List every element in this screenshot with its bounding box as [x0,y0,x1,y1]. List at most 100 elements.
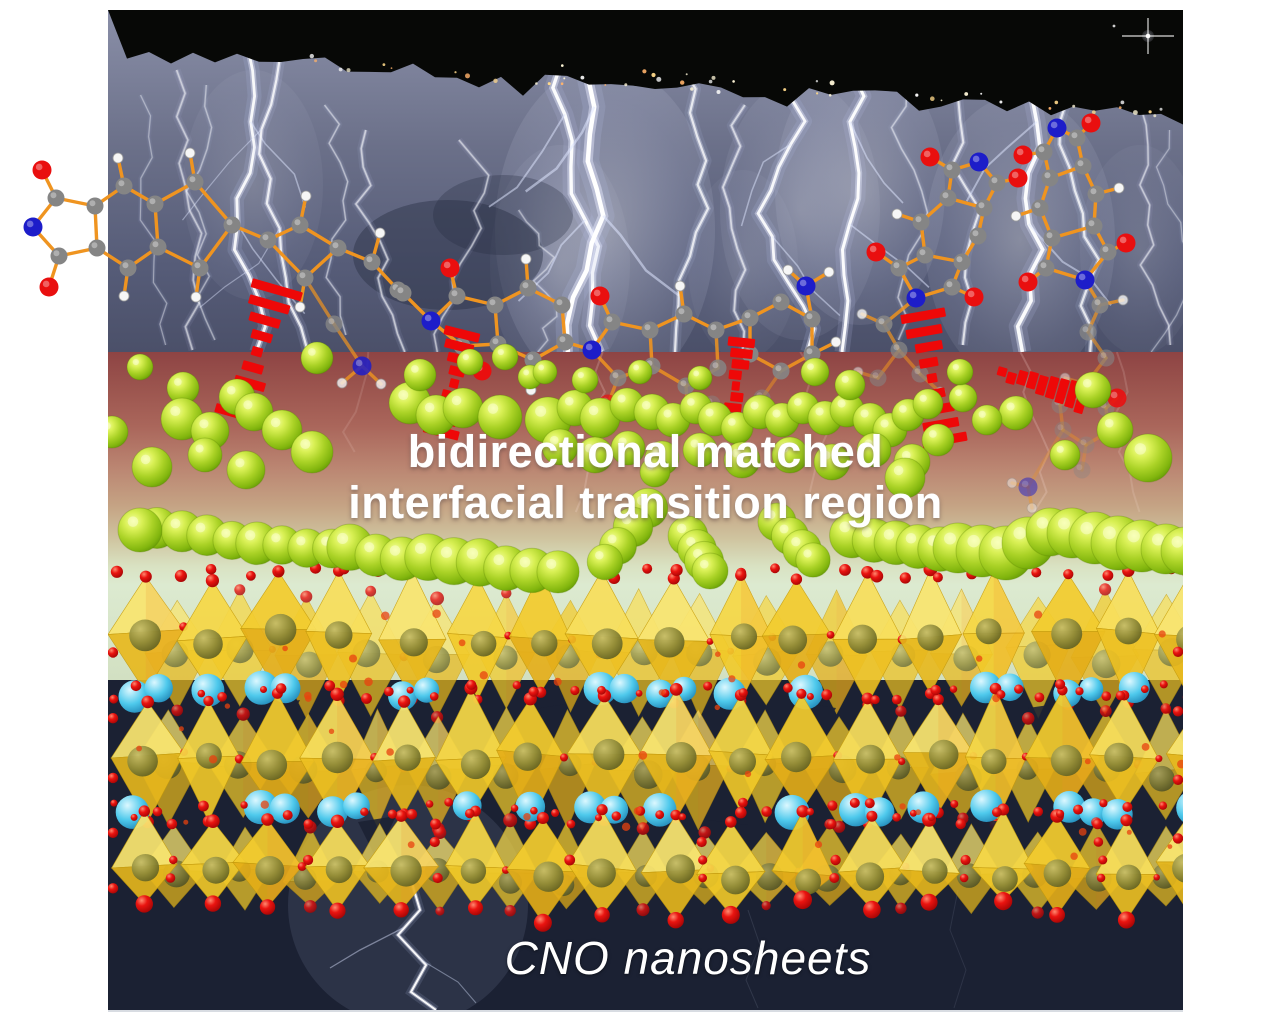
city-light [624,83,628,87]
olive-core [975,618,1002,645]
carbon-atom [1097,349,1115,367]
olive-core [586,858,616,888]
green-sphere [456,348,484,376]
city-light [732,80,735,83]
red-atom-dot [891,694,902,705]
red-atom-dot [300,590,313,603]
hydrogen-atom [782,264,794,276]
lightning-bolt [351,129,409,352]
red-atom-dot [909,809,917,817]
red-atom-dot [512,681,521,690]
city-skyline [108,10,1183,125]
green-sphere [403,358,437,392]
red-atom-dot [698,855,708,865]
city-light [642,69,647,74]
red-atom-dot [770,563,780,574]
red-atom-dot [1115,690,1126,701]
red-atom-dot [240,801,248,809]
lightning-bolt [740,72,841,352]
olive-core [855,862,885,891]
red-atom-dot [141,695,154,709]
red-atom-dot [1159,680,1168,689]
green-sphere [834,369,866,401]
nitrogen-atom [969,152,989,172]
carbon-atom [553,296,571,314]
red-atom-dot [171,704,183,717]
lightning-bolt [322,103,351,336]
green-sphere [1074,371,1112,409]
red-atom-dot [430,818,441,830]
olive-core [729,747,756,775]
red-atom-dot [932,694,944,706]
red-atom-dot [205,574,219,588]
red-atom-dot [1153,874,1160,881]
red-atom-dot [1093,837,1104,847]
red-atom-dot [698,873,707,883]
octahedron [108,570,188,699]
carbon-atom [325,315,343,333]
city-light [1118,106,1122,109]
hydrogen-atom [1117,294,1129,306]
olive-core [781,741,812,773]
red-atom-dot [721,905,740,924]
red-atom-dot [636,903,650,917]
city-light [314,59,318,63]
red-atom-dot [197,689,206,698]
red-atom-dot [796,688,807,699]
red-atom-dots [108,562,1183,894]
octahedron [240,687,315,820]
city-light [828,93,832,97]
city-light [716,90,721,94]
red-atom-dot [551,809,560,817]
octahedron [176,574,249,701]
red-atom-dot [596,804,608,816]
green-sphere [795,542,831,578]
hydrogen-atom [1010,210,1022,222]
red-atom-dot [655,810,665,820]
red-atom-dot [738,797,748,808]
olive-core [460,858,487,884]
octahedron [709,567,777,707]
octahedron [902,694,978,819]
green-sphere [1096,411,1134,449]
red-atom-dot [895,902,907,914]
olive-core [922,858,948,884]
olive-core [981,748,1007,775]
city-light [561,64,564,67]
red-atom-dot [698,826,711,839]
red-atom-dot [204,895,222,912]
nitrogen-atom [1075,270,1095,290]
olive-core [992,866,1018,892]
oxygen-atom [1018,272,1038,292]
red-atom-dot [174,569,187,583]
carbon-atom [1099,243,1117,261]
carbon-atom [939,189,957,207]
red-atom-dot [234,584,246,596]
red-atom-dot [636,822,650,835]
red-atom-dot [806,693,814,700]
city-light [1048,107,1052,110]
red-atom-dot [206,814,220,828]
red-atom-dot [466,679,477,690]
red-atom-dot [826,631,835,639]
green-sphere [813,443,851,481]
city-light [829,80,835,86]
carbon-atom [291,216,309,234]
red-atom-dot [303,819,314,829]
red-atom-dot [735,806,747,819]
green-sphere [1160,526,1183,576]
oxygen-atom [964,287,984,307]
green-sphere [117,507,163,553]
carbon-atom [1087,185,1105,203]
carbon-atom [707,321,725,339]
red-atom-dot [395,810,408,822]
carbon-atom [875,315,893,333]
red-atom-dot [1033,806,1043,817]
red-atom-dot [932,572,943,583]
octahedron [897,812,961,911]
red-atom-dot [169,855,178,865]
red-atom-dot [920,893,938,911]
octahedron [180,814,246,912]
red-atom-dot [1101,691,1112,701]
green-sphere [921,423,955,457]
